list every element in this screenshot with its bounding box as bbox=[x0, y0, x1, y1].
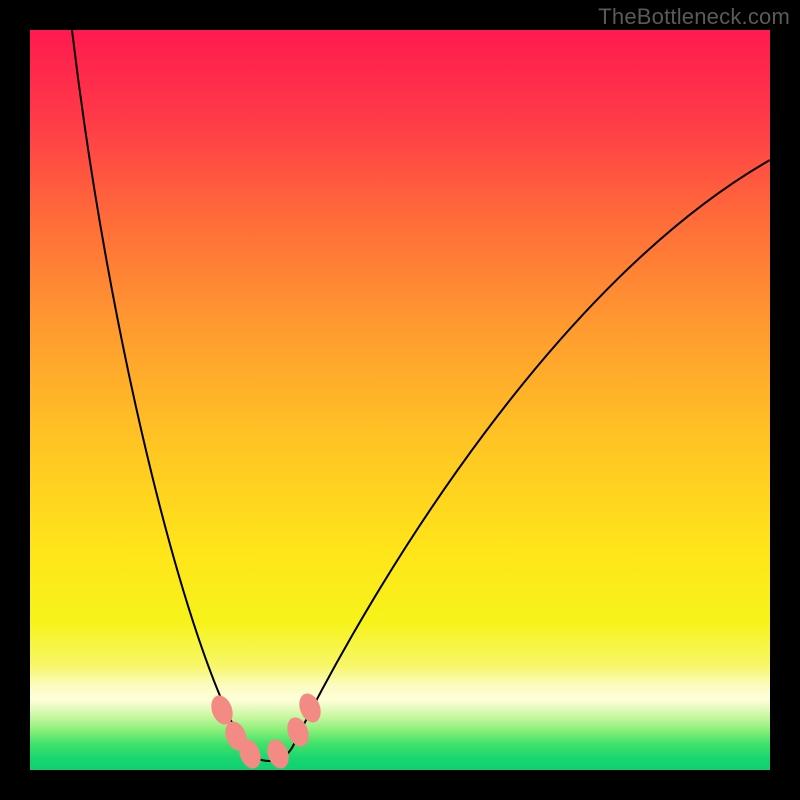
chart-background bbox=[30, 30, 770, 770]
watermark-text: TheBottleneck.com bbox=[598, 4, 790, 30]
chart-canvas bbox=[30, 30, 770, 770]
chart-plot-area bbox=[30, 30, 770, 770]
